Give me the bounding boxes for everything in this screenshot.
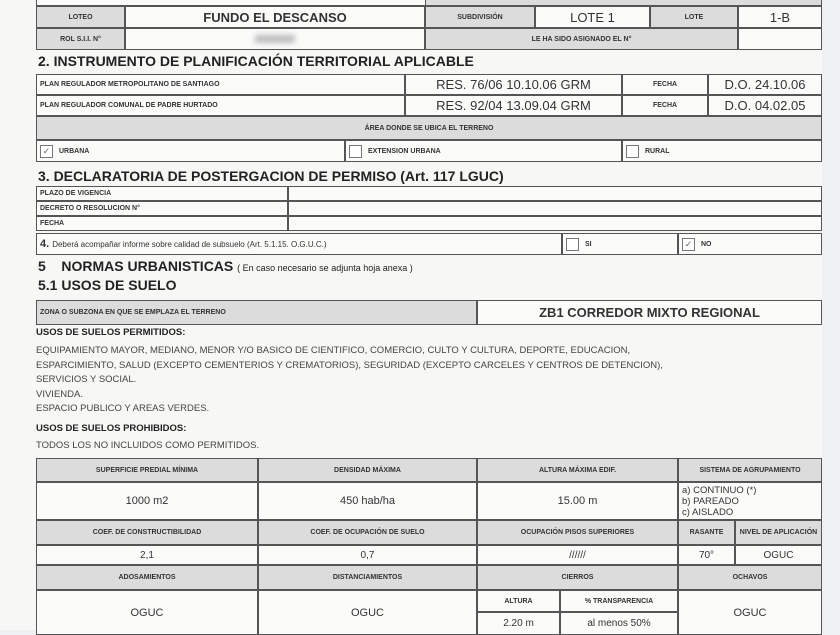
area-0-label: URBANA (59, 147, 90, 155)
subdivision-label: SUBDIVISIÓN (425, 6, 535, 28)
s5-num: 5 (38, 258, 46, 274)
prohibidos-text: TODOS LOS NO INCLUIDOS COMO PERMITIDOS. (36, 440, 260, 451)
loteo-label: LOTEO (36, 6, 125, 28)
fecha-label: FECHA (622, 95, 708, 116)
s5-title: NORMAS URBANISTICAS (61, 258, 234, 274)
postergacion-value (288, 216, 822, 231)
table-header: OCHAVOS (678, 565, 822, 590)
zona-value: ZB1 CORREDOR MIXTO REGIONAL (477, 300, 822, 325)
table-header: CIERROS (477, 565, 678, 590)
table-value: 1000 m2 (36, 482, 258, 520)
table-header: SISTEMA DE AGRUPAMIENTO (678, 458, 822, 482)
section-2-title: 2. INSTRUMENTO DE PLANIFICACIÓN TERRITOR… (38, 53, 474, 69)
agrupamiento-option: c) AISLADO (682, 506, 734, 518)
cierros-altura-label: ALTURA (477, 590, 560, 612)
table-header: OCUPACIÓN PISOS SUPERIORES (477, 520, 678, 545)
asignado-value (738, 28, 822, 50)
area-option: EXTENSION URBANA (345, 140, 622, 162)
si-label: SI (585, 240, 592, 248)
area-label: ÁREA DONDE SE UBICA EL TERRENO (36, 116, 822, 140)
table-value: ////// (477, 545, 678, 565)
postergacion-label: PLAZO DE VIGENCIA (36, 186, 288, 201)
table-header: RASANTE (678, 520, 735, 545)
table-header: DENSIDAD MÁXIMA (258, 458, 477, 482)
no-option: ✓ NO (678, 233, 822, 255)
table-header: COEF. DE CONSTRUCTIBILIDAD (36, 520, 258, 545)
section-3-title: 3. DECLARATORIA DE POSTERGACION DE PERMI… (38, 168, 504, 184)
table-header: COEF. DE OCUPACIÓN DE SUELO (258, 520, 477, 545)
postergacion-value (288, 186, 822, 201)
table-header: NIVEL DE APLICACIÓN (735, 520, 822, 545)
table-header: DISTANCIAMIENTOS (258, 565, 477, 590)
lote-label: LOTE (650, 6, 738, 28)
plan-fecha: D.O. 04.02.05 (708, 95, 822, 116)
table-value: 450 hab/ha (258, 482, 477, 520)
table-value: 70° (678, 545, 735, 565)
permitido-line: VIVIENDA. (36, 388, 83, 400)
cierros-altura-value: 2.20 m (477, 612, 560, 635)
subdivision-value: LOTE 1 (535, 6, 650, 28)
distanciamientos-value: OGUC (258, 590, 477, 635)
redacted-value (255, 35, 295, 43)
area-1-checkbox[interactable] (349, 144, 362, 158)
table-header: SUPERFICIE PREDIAL MÍNIMA (36, 458, 258, 482)
s4-label: Deberá acompañar informe sobre calidad d… (52, 239, 327, 249)
no-label: NO (701, 240, 712, 248)
prohibidos-label: USOS DE SUELOS PROHIBIDOS: (36, 423, 187, 434)
no-checkbox[interactable]: ✓ (682, 237, 695, 251)
area-option: RURAL (622, 140, 822, 162)
zona-label: ZONA O SUBZONA EN QUE SE EMPLAZA EL TERR… (36, 300, 477, 325)
section-5-title: 5 NORMAS URBANISTICAS ( En caso necesari… (38, 258, 413, 274)
plan-fecha: D.O. 24.10.06 (708, 74, 822, 95)
rol-value (125, 28, 425, 50)
postergacion-label: DECRETO O RESOLUCION N° (36, 201, 288, 216)
fecha-label: FECHA (622, 74, 708, 95)
ochavos-value: OGUC (678, 590, 822, 635)
table-value: 0,7 (258, 545, 477, 565)
table-value: 15.00 m (477, 482, 678, 520)
permitido-line: EQUIPAMIENTO MAYOR, MEDIANO, MENOR Y/O B… (36, 345, 631, 356)
table-header: ALTURA MÁXIMA EDIF. (477, 458, 678, 482)
lote-value: 1-B (738, 6, 822, 28)
cierros-transparencia-value: al menos 50% (560, 612, 678, 635)
plan-res: RES. 76/06 10.10.06 GRM (405, 74, 622, 95)
s4-num: 4. (40, 238, 50, 250)
table-value: OGUC (735, 545, 822, 565)
adosamientos-value: OGUC (36, 590, 258, 635)
postergacion-value (288, 201, 822, 216)
permitidos-label: USOS DE SUELOS PERMITIDOS: (36, 327, 186, 338)
area-2-label: RURAL (645, 147, 670, 155)
si-option: SI (562, 233, 678, 255)
permitido-line: ESPACIO PUBLICO Y AREAS VERDES. (36, 403, 210, 414)
section-5-1-title: 5.1 USOS DE SUELO (38, 277, 177, 293)
rol-label: ROL S.I.I. N° (36, 28, 125, 50)
cierros-transparencia-label: % TRANSPARENCIA (560, 590, 678, 612)
asignado-label: LE HA SIDO ASIGNADO EL N° (425, 28, 738, 50)
postergacion-label: FECHA (36, 216, 288, 231)
top-row (425, 0, 822, 6)
s5-note: ( En caso necesario se adjunta hoja anex… (237, 263, 413, 273)
table-header: ADOSAMIENTOS (36, 565, 258, 590)
area-0-checkbox[interactable]: ✓ (40, 144, 53, 158)
plan-name: PLAN REGULADOR COMUNAL DE PADRE HURTADO (36, 95, 405, 116)
plan-name: PLAN REGULADOR METROPOLITANO DE SANTIAGO (36, 74, 405, 95)
table-value: 2,1 (36, 545, 258, 565)
si-checkbox[interactable] (566, 237, 579, 251)
agrupamiento-option: b) PAREADO (682, 495, 739, 507)
area-2-checkbox[interactable] (626, 144, 639, 158)
plan-res: RES. 92/04 13.09.04 GRM (405, 95, 622, 116)
permitido-line: SERVICIOS Y SOCIAL. (36, 374, 137, 385)
area-option: ✓ URBANA (36, 140, 345, 162)
area-1-label: EXTENSION URBANA (368, 147, 441, 155)
s4-text: 4. Deberá acompañar informe sobre calidad… (36, 233, 562, 255)
agrupamiento-value: a) CONTINUO (*) b) PAREADO c) AISLADO (678, 482, 822, 520)
agrupamiento-option: a) CONTINUO (*) (682, 484, 757, 496)
loteo-value: FUNDO EL DESCANSO (125, 6, 425, 28)
permitido-line: ESPARCIMIENTO, SALUD (EXCEPTO CEMENTERIO… (36, 359, 663, 371)
